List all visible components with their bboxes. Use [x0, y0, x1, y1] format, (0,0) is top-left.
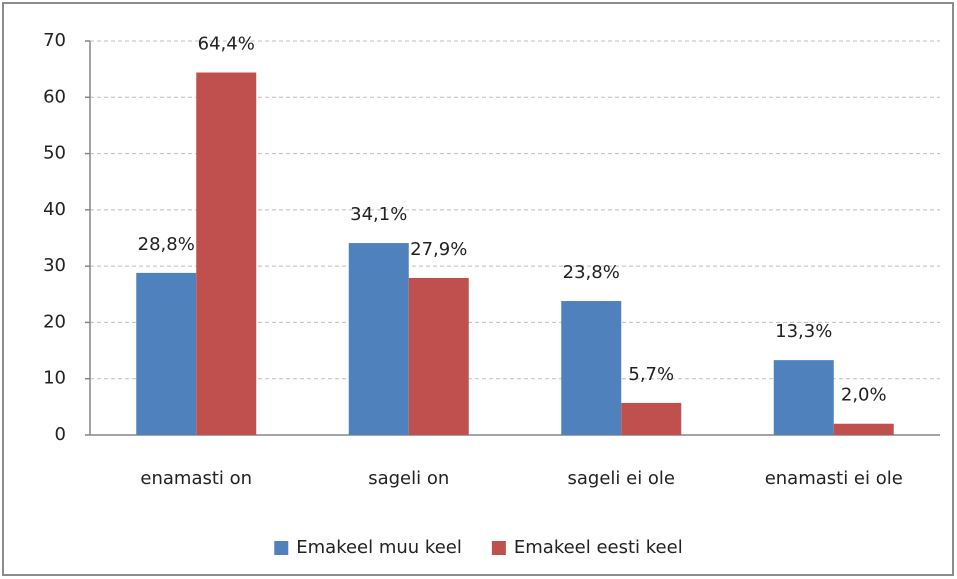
legend-swatch: [491, 541, 506, 555]
y-tick-label: 20: [43, 311, 66, 332]
y-tick-label: 50: [43, 143, 66, 164]
x-tick-label: enamasti ei ole: [765, 468, 903, 489]
y-tick-label: 0: [55, 424, 66, 445]
bar: [621, 402, 682, 435]
bar: [773, 360, 834, 435]
bar: [136, 272, 197, 435]
x-tick-label: sageli on: [368, 468, 449, 489]
legend-label: Emakeel muu keel: [296, 537, 462, 558]
bar: [833, 423, 894, 435]
legend-label: Emakeel eesti keel: [514, 537, 683, 558]
bar: [561, 301, 622, 435]
legend-swatch: [274, 541, 289, 555]
value-label: 28,8%: [138, 234, 195, 255]
bar: [348, 243, 409, 435]
value-label: 5,7%: [628, 364, 674, 385]
value-label: 27,9%: [410, 239, 467, 260]
y-tick-label: 70: [43, 30, 66, 51]
x-tick-label: enamasti on: [140, 468, 252, 489]
value-label: 13,3%: [775, 321, 832, 342]
y-tick-label: 40: [43, 199, 66, 220]
value-label: 64,4%: [198, 34, 255, 55]
y-tick-label: 10: [43, 368, 66, 389]
x-tick-label: sageli ei ole: [567, 468, 675, 489]
bar: [196, 72, 257, 436]
y-tick-label: 30: [43, 255, 66, 276]
bar: [408, 277, 469, 435]
value-label: 23,8%: [563, 262, 620, 283]
value-label: 34,1%: [350, 204, 407, 225]
y-tick-label: 60: [43, 86, 66, 107]
value-label: 2,0%: [841, 385, 887, 406]
